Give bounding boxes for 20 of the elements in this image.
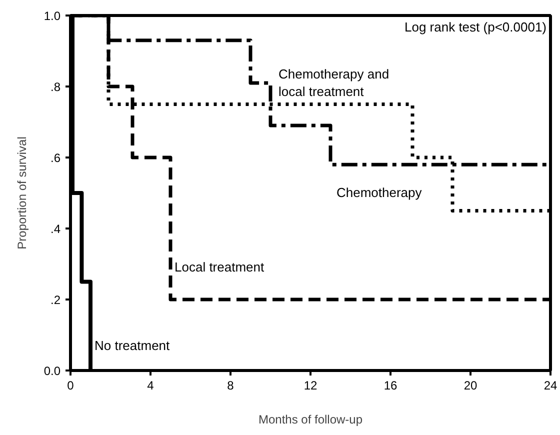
series-label: Chemotherapy — [336, 185, 422, 200]
y-tick-label: 1.0 — [44, 9, 61, 23]
x-tick-label: 24 — [544, 378, 558, 392]
y-tick-label: 0.0 — [44, 364, 61, 378]
y-tick-label: .4 — [50, 222, 61, 236]
x-tick-label: 20 — [464, 378, 478, 392]
x-tick-label: 0 — [67, 378, 74, 392]
series-label: Chemotherapy and local treatment — [278, 66, 390, 99]
y-tick-label: .8 — [50, 80, 61, 94]
y-tick-label: .2 — [50, 293, 61, 307]
series-label: Local treatment — [174, 260, 264, 275]
x-tick-label: 12 — [304, 378, 318, 392]
annotation: Log rank test (p<0.0001) — [404, 20, 547, 34]
x-tick-label: 4 — [147, 378, 154, 392]
x-axis-title: Months of follow-up — [258, 412, 363, 426]
y-axis-title: Proportion of survival — [14, 136, 29, 250]
x-tick-label: 16 — [384, 378, 398, 392]
y-tick-label: .6 — [50, 151, 61, 165]
series-label: No treatment — [94, 338, 170, 353]
x-tick-label: 8 — [227, 378, 234, 392]
